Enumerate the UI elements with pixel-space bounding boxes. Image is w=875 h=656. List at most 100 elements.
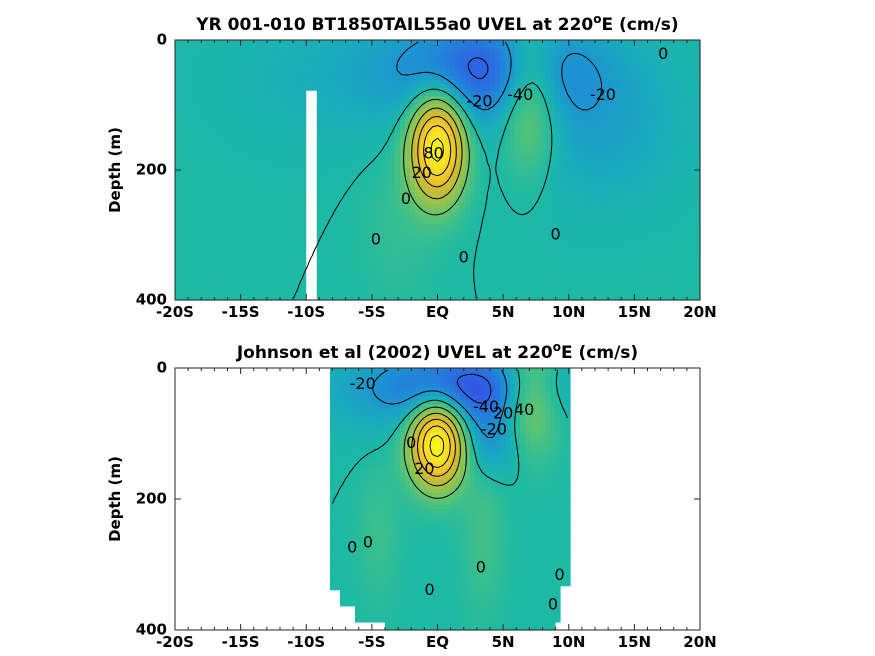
heatmap-cell — [425, 160, 431, 165]
heatmap-cell — [525, 84, 531, 89]
heatmap-cell — [685, 108, 691, 113]
heatmap-cell — [375, 80, 381, 85]
heatmap-cell — [330, 60, 336, 65]
heatmap-cell — [670, 156, 676, 161]
heatmap-cell — [455, 56, 461, 61]
heatmap-cell — [380, 72, 386, 77]
heatmap-cell — [375, 88, 381, 93]
heatmap-cell — [345, 184, 351, 189]
heatmap-cell — [370, 148, 376, 153]
heatmap-cell — [585, 176, 591, 181]
heatmap-cell — [630, 120, 636, 125]
heatmap-cell — [440, 92, 446, 97]
heatmap-cell — [460, 136, 466, 141]
heatmap-cell — [280, 72, 286, 77]
heatmap-cell — [610, 108, 616, 113]
heatmap-cell — [385, 60, 391, 65]
heatmap-cell — [555, 60, 561, 65]
heatmap-cell — [600, 112, 606, 117]
heatmap-cell — [330, 128, 336, 133]
heatmap-cell — [690, 80, 696, 85]
heatmap-cell — [430, 104, 436, 109]
heatmap-cell — [460, 80, 466, 85]
heatmap-cell — [545, 220, 551, 225]
heatmap-cell — [465, 180, 471, 185]
heatmap-cell — [185, 148, 191, 153]
heatmap-cell — [450, 200, 456, 205]
heatmap-cell — [225, 216, 231, 221]
heatmap-cell — [315, 156, 321, 161]
heatmap-cell — [520, 184, 526, 189]
heatmap-cell — [635, 168, 641, 173]
heatmap-cell — [410, 96, 416, 101]
heatmap-cell — [575, 136, 581, 141]
heatmap-cell — [190, 76, 196, 81]
heatmap-cell — [250, 84, 256, 89]
heatmap-cell — [630, 68, 636, 73]
heatmap-cell — [485, 52, 491, 57]
heatmap-cell — [175, 52, 181, 57]
heatmap-cell — [340, 176, 346, 181]
heatmap-cell — [290, 104, 296, 109]
heatmap-cell — [680, 80, 686, 85]
heatmap-cell — [570, 144, 576, 149]
heatmap-cell — [195, 52, 201, 57]
heatmap-cell — [370, 200, 376, 205]
heatmap-cell — [615, 220, 621, 225]
heatmap-cell — [330, 72, 336, 77]
heatmap-cell — [315, 120, 321, 125]
heatmap-cell — [470, 156, 476, 161]
heatmap-cell — [390, 124, 396, 129]
heatmap-cell — [525, 136, 531, 141]
heatmap-cell — [275, 40, 281, 45]
heatmap-cell — [485, 88, 491, 93]
heatmap-cell — [415, 192, 421, 197]
heatmap-cell — [350, 220, 356, 225]
heatmap-cell — [675, 148, 681, 153]
heatmap-cell — [685, 104, 691, 109]
heatmap-cell — [465, 200, 471, 205]
heatmap-cell — [175, 76, 181, 81]
heatmap-cell — [545, 68, 551, 73]
heatmap-cell — [205, 64, 211, 69]
heatmap-cell — [595, 40, 601, 45]
heatmap-cell — [275, 192, 281, 197]
heatmap-cell — [380, 96, 386, 101]
heatmap-cell — [565, 128, 571, 133]
heatmap-cell — [690, 156, 696, 161]
heatmap-cell — [570, 204, 576, 209]
heatmap-cell — [215, 208, 221, 213]
heatmap-cell — [365, 124, 371, 129]
heatmap-cell — [185, 52, 191, 57]
heatmap-cell — [435, 184, 441, 189]
heatmap-cell — [620, 80, 626, 85]
heatmap-cell — [620, 124, 626, 129]
heatmap-cell — [330, 148, 336, 153]
heatmap-cell — [470, 132, 476, 137]
heatmap-cell — [330, 156, 336, 161]
heatmap-cell — [360, 192, 366, 197]
heatmap-cell — [475, 128, 481, 133]
heatmap-cell — [290, 204, 296, 209]
heatmap-cell — [530, 224, 536, 229]
heatmap-cell — [540, 108, 546, 113]
heatmap-cell — [580, 120, 586, 125]
heatmap-cell — [660, 72, 666, 77]
heatmap-cell — [430, 52, 436, 57]
heatmap-cell — [240, 164, 246, 169]
heatmap-cell — [285, 216, 291, 221]
heatmap-cell — [380, 56, 386, 61]
heatmap-cell — [205, 108, 211, 113]
heatmap-cell — [470, 172, 476, 177]
heatmap-cell — [195, 224, 201, 229]
heatmap-cell — [365, 64, 371, 69]
heatmap-cell — [275, 108, 281, 113]
heatmap-cell — [465, 88, 471, 93]
heatmap-cell — [365, 44, 371, 49]
heatmap-cell — [580, 116, 586, 121]
heatmap-cell — [415, 208, 421, 213]
heatmap-cell — [220, 184, 226, 189]
heatmap-cell — [300, 60, 306, 65]
heatmap-cell — [485, 84, 491, 89]
heatmap-cell — [250, 92, 256, 97]
